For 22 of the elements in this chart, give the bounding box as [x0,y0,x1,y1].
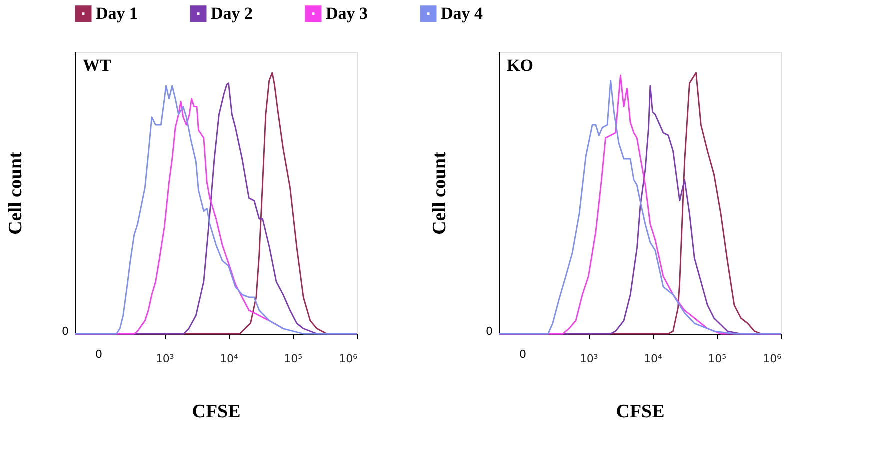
x-tick-label: 10⁵ [708,352,727,366]
x-tick-label: 10³ [580,352,598,366]
chart-title: KO [507,56,534,75]
x-tick-label: 10⁶ [339,352,358,366]
text: 0 [96,348,102,361]
y-axis-title: Cell count [430,151,450,235]
legend-label: Day 2 [211,4,254,23]
text: 0 [486,325,493,338]
x-axis-title: CFSE [616,402,665,422]
text: 0 [520,348,526,361]
legend-label: Day 4 [441,4,484,23]
text: 0 [62,325,69,338]
x-tick-label: 10⁶ [763,352,782,366]
legend-label: Day 3 [326,4,368,23]
x-tick-label: 10⁴ [644,352,664,366]
x-tick-label: 10³ [156,352,174,366]
chart-title: WT [83,56,112,75]
x-axis-title: CFSE [192,402,241,422]
y-axis-title: Cell count [6,151,26,235]
x-tick-label: 10⁴ [220,352,240,366]
legend-label: Day 1 [96,4,138,23]
x-tick-label: 10⁵ [284,352,303,366]
